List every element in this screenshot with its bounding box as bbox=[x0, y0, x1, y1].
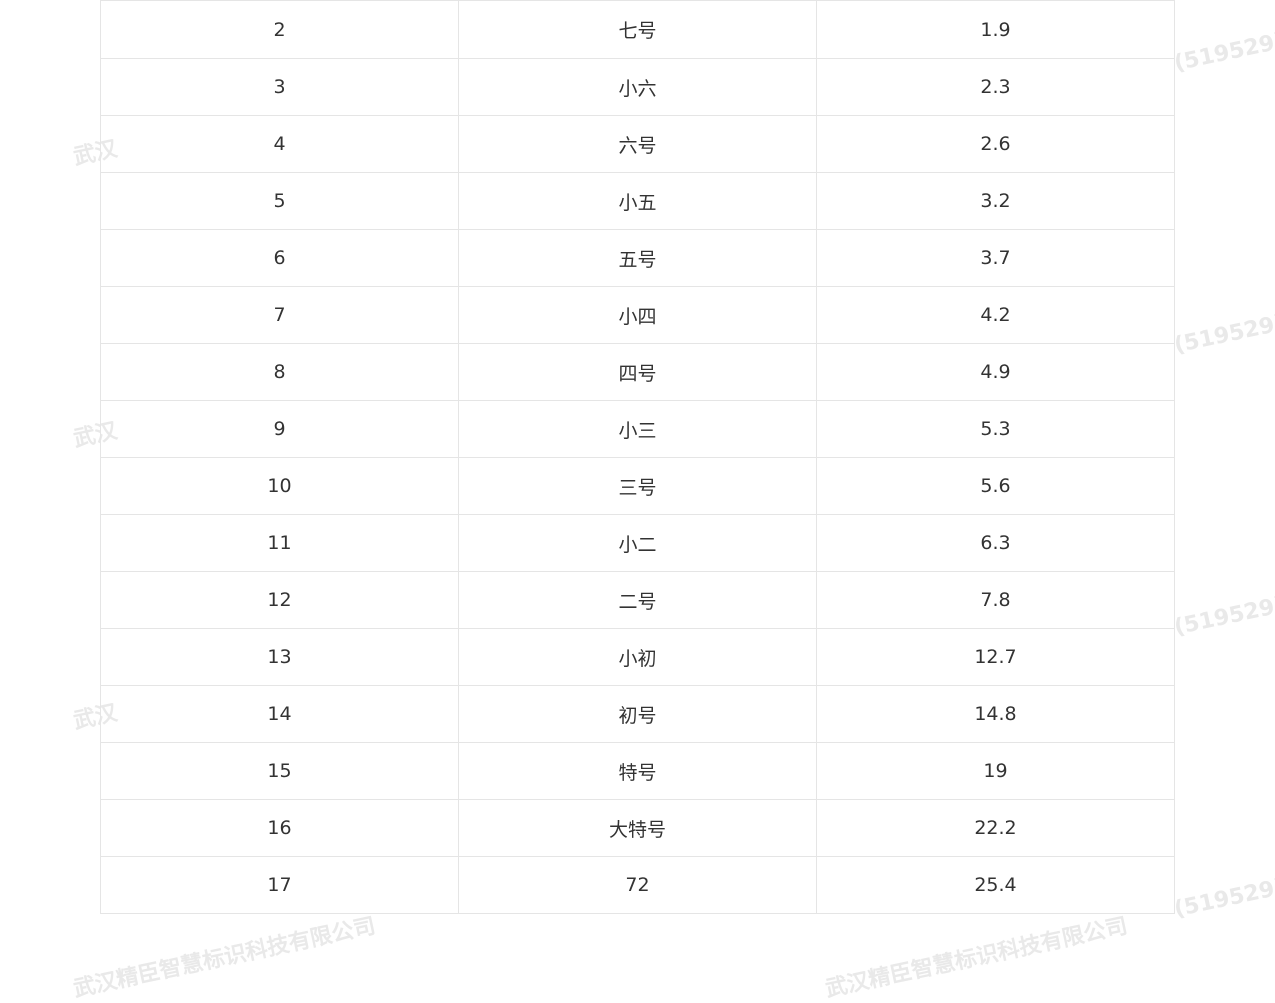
cell-size-value: 25.4 bbox=[816, 856, 1175, 914]
cell-size-value: 1.9 bbox=[816, 0, 1175, 59]
cell-size-value: 12.7 bbox=[816, 628, 1175, 686]
cell-number: 9 bbox=[100, 400, 459, 458]
table-row: 14 初号 14.8 bbox=[100, 685, 1175, 743]
table-row: 3 小六 2.3 bbox=[100, 58, 1175, 116]
cell-number: 12 bbox=[100, 571, 459, 629]
cell-number: 7 bbox=[100, 286, 459, 344]
table-row: 6 五号 3.7 bbox=[100, 229, 1175, 287]
cell-size-value: 2.3 bbox=[816, 58, 1175, 116]
cell-number: 11 bbox=[100, 514, 459, 572]
cell-size-value: 19 bbox=[816, 742, 1175, 800]
table-row: 9 小三 5.3 bbox=[100, 400, 1175, 458]
cell-size-name: 小初 bbox=[458, 628, 817, 686]
cell-size-value: 2.6 bbox=[816, 115, 1175, 173]
table-row: 15 特号 19 bbox=[100, 742, 1175, 800]
table-row: 17 72 25.4 bbox=[100, 856, 1175, 914]
cell-size-name: 初号 bbox=[458, 685, 817, 743]
cell-number: 15 bbox=[100, 742, 459, 800]
watermark-code: (519529) bbox=[1172, 28, 1275, 77]
cell-number: 10 bbox=[100, 457, 459, 515]
cell-number: 5 bbox=[100, 172, 459, 230]
table-row: 16 大特号 22.2 bbox=[100, 799, 1175, 857]
cell-size-name: 特号 bbox=[458, 742, 817, 800]
cell-size-name: 三号 bbox=[458, 457, 817, 515]
table-row: 11 小二 6.3 bbox=[100, 514, 1175, 572]
table-row: 8 四号 4.9 bbox=[100, 343, 1175, 401]
cell-number: 8 bbox=[100, 343, 459, 401]
cell-size-value: 22.2 bbox=[816, 799, 1175, 857]
cell-number: 3 bbox=[100, 58, 459, 116]
cell-size-name: 四号 bbox=[458, 343, 817, 401]
table-row: 7 小四 4.2 bbox=[100, 286, 1175, 344]
table-row: 4 六号 2.6 bbox=[100, 115, 1175, 173]
cell-size-name: 小三 bbox=[458, 400, 817, 458]
cell-size-name: 小四 bbox=[458, 286, 817, 344]
cell-size-value: 14.8 bbox=[816, 685, 1175, 743]
font-size-table-container: 2 七号 1.9 3 小六 2.3 4 六号 2.6 5 小五 3.2 6 五号 bbox=[100, 0, 1175, 914]
watermark-code: (519529) bbox=[1172, 874, 1275, 923]
watermark-code: (519529) bbox=[1172, 310, 1275, 359]
table-body: 2 七号 1.9 3 小六 2.3 4 六号 2.6 5 小五 3.2 6 五号 bbox=[100, 0, 1175, 914]
cell-size-name: 七号 bbox=[458, 0, 817, 59]
table-row: 5 小五 3.2 bbox=[100, 172, 1175, 230]
cell-size-name: 五号 bbox=[458, 229, 817, 287]
cell-size-value: 3.7 bbox=[816, 229, 1175, 287]
font-size-table: 2 七号 1.9 3 小六 2.3 4 六号 2.6 5 小五 3.2 6 五号 bbox=[100, 0, 1175, 914]
watermark-code: (519529) bbox=[1172, 592, 1275, 641]
cell-number: 14 bbox=[100, 685, 459, 743]
cell-size-name: 六号 bbox=[458, 115, 817, 173]
table-row: 10 三号 5.6 bbox=[100, 457, 1175, 515]
cell-size-name: 小六 bbox=[458, 58, 817, 116]
watermark-company: 武汉精臣智慧标识科技有限公司 bbox=[823, 913, 1130, 1003]
watermark-company: 武汉精臣智慧标识科技有限公司 bbox=[71, 913, 378, 1003]
cell-number: 16 bbox=[100, 799, 459, 857]
cell-number: 13 bbox=[100, 628, 459, 686]
cell-size-value: 7.8 bbox=[816, 571, 1175, 629]
cell-size-name: 72 bbox=[458, 856, 817, 914]
cell-size-value: 5.3 bbox=[816, 400, 1175, 458]
cell-number: 2 bbox=[100, 0, 459, 59]
cell-size-value: 6.3 bbox=[816, 514, 1175, 572]
cell-size-value: 3.2 bbox=[816, 172, 1175, 230]
table-row: 2 七号 1.9 bbox=[100, 0, 1175, 59]
table-row: 13 小初 12.7 bbox=[100, 628, 1175, 686]
cell-size-name: 小五 bbox=[458, 172, 817, 230]
cell-number: 17 bbox=[100, 856, 459, 914]
cell-size-name: 二号 bbox=[458, 571, 817, 629]
cell-size-name: 小二 bbox=[458, 514, 817, 572]
cell-size-value: 4.2 bbox=[816, 286, 1175, 344]
cell-size-value: 4.9 bbox=[816, 343, 1175, 401]
cell-size-value: 5.6 bbox=[816, 457, 1175, 515]
cell-number: 4 bbox=[100, 115, 459, 173]
cell-size-name: 大特号 bbox=[458, 799, 817, 857]
cell-number: 6 bbox=[100, 229, 459, 287]
table-row: 12 二号 7.8 bbox=[100, 571, 1175, 629]
